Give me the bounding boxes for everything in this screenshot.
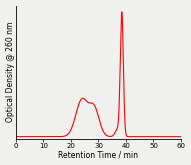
Y-axis label: Optical Density @ 260 nm: Optical Density @ 260 nm — [6, 22, 15, 122]
X-axis label: Retention Time / min: Retention Time / min — [58, 150, 138, 159]
